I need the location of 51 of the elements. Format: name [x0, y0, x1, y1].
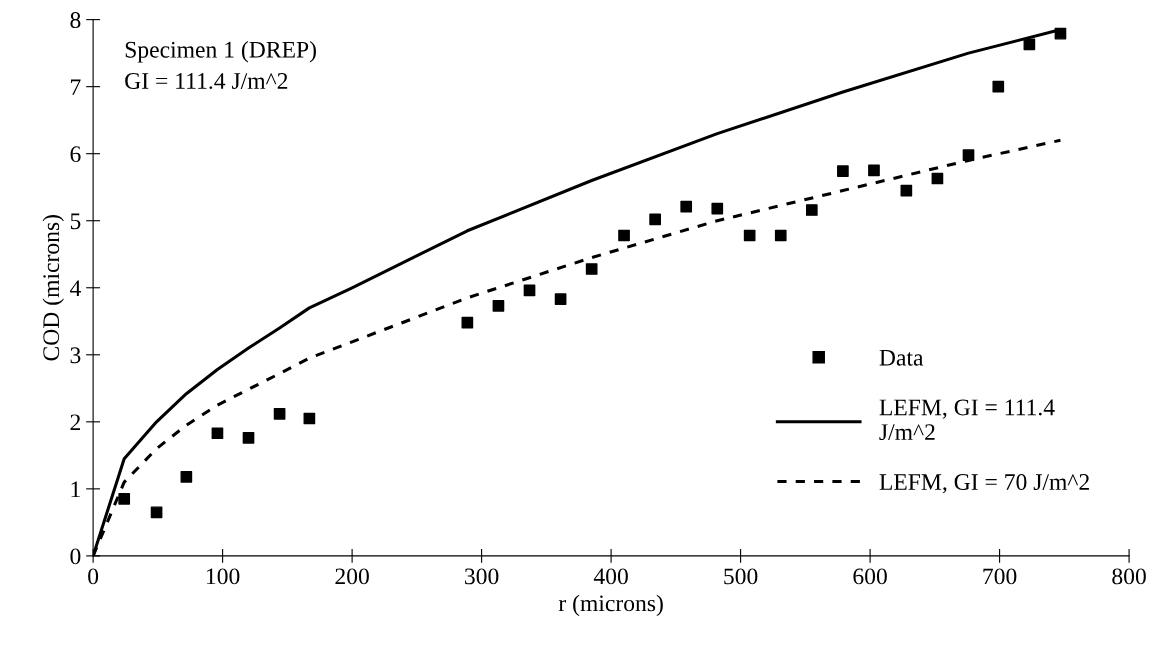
x-tick-label: 400 [593, 568, 628, 585]
y-tick-label: 6 [70, 146, 81, 163]
annotation: Specimen 1 (DREP) GI = 111.4 J/m^2 [125, 41, 316, 90]
point [461, 316, 474, 329]
point [868, 164, 880, 177]
point [303, 412, 316, 425]
x-tick-label: 300 [465, 568, 499, 585]
point [554, 293, 567, 306]
point [492, 300, 505, 312]
point [618, 229, 630, 242]
point [150, 506, 163, 519]
point [962, 149, 975, 161]
x-tick-label: 100 [206, 568, 240, 585]
x-tick-label: 200 [335, 568, 369, 585]
y-tick-label: 3 [70, 347, 81, 364]
point [211, 427, 224, 440]
point [805, 204, 818, 216]
point [711, 202, 724, 215]
point [523, 284, 536, 297]
y-tick-label: 0 [70, 548, 81, 565]
point [118, 493, 131, 505]
point [585, 263, 598, 275]
x-tick-label: 600 [853, 568, 887, 585]
point [931, 172, 944, 185]
x-tick-label: 800 [1112, 568, 1146, 585]
point [1054, 27, 1067, 40]
point [900, 184, 913, 197]
point [743, 229, 756, 242]
x-tick-label: 0 [88, 568, 99, 585]
point [242, 432, 255, 444]
point [180, 470, 193, 483]
y-tick-label: 2 [70, 414, 81, 431]
legend-label: LEFM, GI = 111.4 J/m^2 [879, 399, 1055, 441]
y-axis-title: COD (microns) [42, 215, 64, 361]
y-tick-label: 5 [70, 213, 81, 230]
point [273, 407, 286, 420]
legend-label: Data [879, 349, 924, 366]
x-tick-label: 500 [724, 568, 758, 585]
point [774, 229, 787, 242]
point [649, 213, 661, 226]
point [680, 200, 693, 213]
y-tick-label: 1 [71, 481, 80, 498]
point [1023, 38, 1036, 51]
legend-label: LEFM, GI = 70 J/m^2 [879, 474, 1089, 494]
x-axis-title: r (microns) [558, 594, 663, 617]
point [837, 165, 849, 177]
point [992, 80, 1005, 93]
y-tick-label: 4 [69, 280, 81, 296]
y-tick-label: 8 [70, 12, 81, 29]
x-tick-label: 700 [983, 568, 1017, 585]
y-tick-label: 7 [71, 79, 81, 95]
